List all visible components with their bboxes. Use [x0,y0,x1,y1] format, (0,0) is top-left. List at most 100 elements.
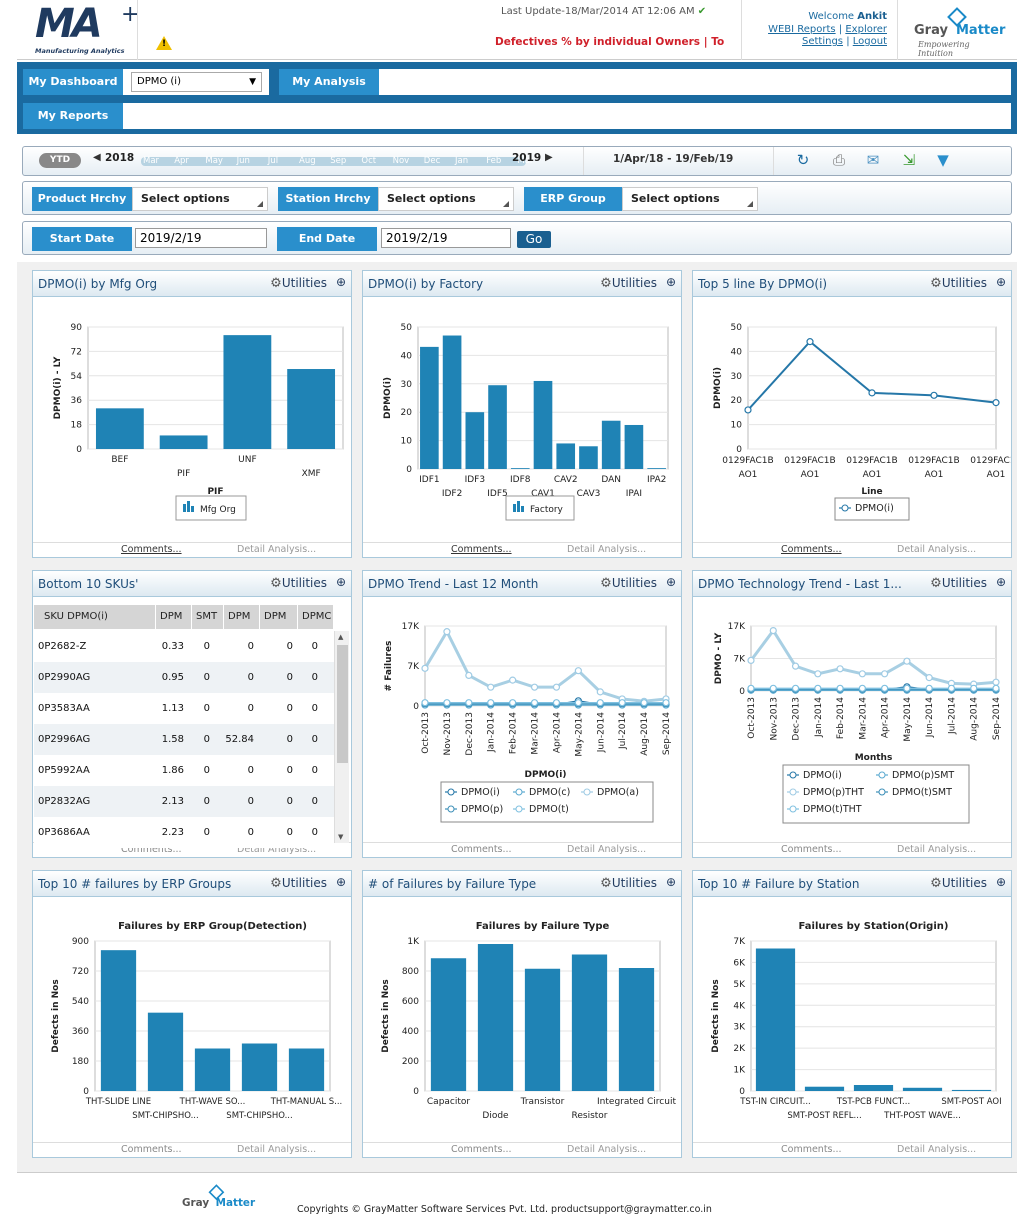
zoom-icon[interactable]: ⊕ [335,575,346,589]
data-point[interactable] [769,626,777,635]
bar[interactable] [442,335,462,469]
zoom-icon[interactable]: ⊕ [335,875,346,889]
table-row[interactable]: 0P3686AA 2.23 0 0 0 0 [34,817,334,848]
data-point[interactable] [868,389,876,397]
utilities-button[interactable]: ⚙Utilities [930,876,987,891]
bar[interactable] [533,380,553,469]
my-reports-tab[interactable]: My Reports [23,103,123,129]
bar[interactable] [287,369,336,449]
data-point[interactable] [552,699,561,707]
detail-analysis-link[interactable]: Detail Analysis... [237,544,317,555]
data-point[interactable] [747,684,755,692]
detail-analysis-link[interactable]: Detail Analysis... [567,544,647,555]
legend[interactable]: Mfg Org [175,495,247,521]
bar[interactable] [95,408,144,449]
data-point[interactable] [930,391,938,399]
utilities-button[interactable]: ⚙Utilities [600,276,657,291]
data-point[interactable] [530,683,539,691]
export-icon[interactable]: ⇲ [902,151,916,169]
data-point[interactable] [596,688,604,696]
bar[interactable] [755,948,796,1092]
bar[interactable] [100,950,137,1091]
data-point[interactable] [858,684,866,692]
zoom-icon[interactable]: ⊕ [335,275,346,289]
settings-link[interactable]: Settings [802,36,844,47]
detail-analysis-link[interactable]: Detail Analysis... [897,1144,977,1155]
comments-link[interactable]: Comments... [451,544,512,555]
detail-analysis-link[interactable]: Detail Analysis... [897,544,977,555]
data-point[interactable] [925,674,933,682]
bar[interactable] [420,346,439,469]
month-0[interactable]: Mar [143,156,160,166]
bar[interactable] [601,420,621,469]
go-button[interactable]: Go [517,231,551,248]
detail-analysis-link[interactable]: Detail Analysis... [567,844,647,855]
detail-analysis-link[interactable]: Detail Analysis... [237,844,317,855]
table-row[interactable]: 0P2832AG 2.13 0 0 0 0 [34,786,334,817]
bar[interactable] [853,1085,894,1091]
series-line[interactable] [749,627,997,686]
data-point[interactable] [947,684,956,692]
data-point[interactable] [970,684,978,692]
table-row[interactable]: 0P2996AG 1.58 0 52.84 0 0 [34,724,334,755]
month-11[interactable]: Feb [486,156,502,166]
data-point[interactable] [769,684,777,692]
month-2[interactable]: May [205,156,223,166]
logout-link[interactable]: Logout [852,36,887,47]
data-point[interactable] [552,683,561,691]
bar[interactable] [951,1089,992,1091]
utilities-button[interactable]: ⚙Utilities [600,576,657,591]
comments-link[interactable]: Comments... [451,1144,512,1155]
month-5[interactable]: Aug [299,156,316,166]
column-header[interactable]: DPMC [298,605,334,629]
data-point[interactable] [421,699,429,707]
month-8[interactable]: Nov [392,156,410,166]
end-date-input[interactable]: 2019/2/19 [381,228,511,248]
legend[interactable]: DPMO(i) DPMO(c) DPMO(a) DPMO(p) DPMO(t) [440,781,654,823]
news-ticker[interactable]: Defectives % by individual Owners | To [495,36,725,48]
month-4[interactable]: Jul [267,156,279,166]
data-point[interactable] [747,656,755,665]
bar[interactable] [902,1087,943,1091]
scroll-down-icon[interactable]: ▼ [338,833,344,841]
data-point[interactable] [791,662,800,670]
data-point[interactable] [530,699,539,707]
legend[interactable]: DPMO(i) DPMO(p)SMT DPMO(p)THT DPMO(t)SMT DPM… [782,764,970,824]
refresh-icon[interactable]: ↻ [796,151,810,169]
table-scrollbar[interactable]: ▲ ▼ [334,631,349,843]
month-12[interactable]: Mar [517,156,534,166]
comments-link[interactable]: Comments... [451,844,512,855]
column-header[interactable]: DPM [156,605,192,629]
start-date-input[interactable]: 2019/2/19 [135,228,267,248]
data-point[interactable] [487,683,495,691]
month-9[interactable]: Dec [423,156,441,166]
data-point[interactable] [881,684,889,692]
zoom-icon[interactable]: ⊕ [995,875,1006,889]
data-point[interactable] [574,699,582,707]
month-6[interactable]: Sep [330,156,347,166]
data-point[interactable] [487,699,495,707]
bar[interactable] [241,1043,278,1092]
table-row[interactable]: 0P3583AA 1.13 0 0 0 0 [34,693,334,724]
bar[interactable] [223,335,272,449]
legend[interactable]: Factory [505,495,575,521]
print-icon[interactable]: ⎙ [832,151,845,169]
bar[interactable] [430,958,467,1091]
comments-link[interactable]: Comments... [781,544,842,555]
column-header[interactable]: SKU DPMO(i) [38,605,156,629]
bar[interactable] [524,968,561,1091]
detail-analysis-link[interactable]: Detail Analysis... [897,844,977,855]
data-point[interactable] [744,406,752,414]
data-point[interactable] [640,699,648,707]
app-logo[interactable]: MA + Manufacturing Analytics [35,1,140,55]
bar[interactable] [488,385,507,469]
month-7[interactable]: Oct [361,156,377,166]
filter-icon[interactable]: ▼ [937,151,949,169]
table-row[interactable]: 0P5992AA 1.86 0 0 0 0 [34,755,334,786]
erp-group-select[interactable]: Select options [622,187,758,211]
month-slider[interactable]: Mar Apr May Jun Jul Aug Sep Oct Nov Dec Jan Feb Mar [141,156,533,166]
data-point[interactable] [791,684,800,692]
detail-analysis-link[interactable]: Detail Analysis... [237,1144,317,1155]
data-point[interactable] [465,671,473,680]
data-point[interactable] [925,684,933,692]
